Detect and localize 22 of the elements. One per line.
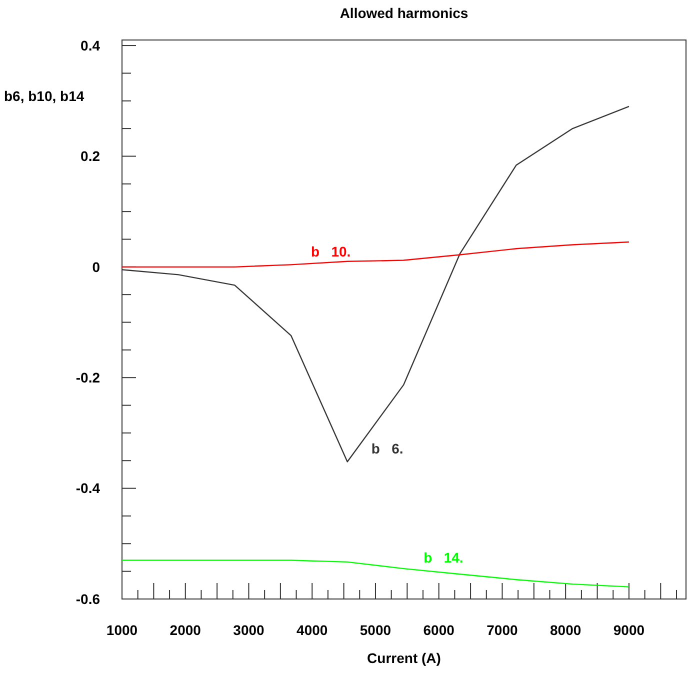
x-tick-label: 1000 xyxy=(106,622,138,638)
series-label: b 6. xyxy=(371,440,404,457)
y-tick-label: 0 xyxy=(92,258,100,275)
y-tick-label: -0.4 xyxy=(76,480,100,496)
x-tick-label: 7000 xyxy=(486,622,518,638)
y-tick-label: -0.2 xyxy=(76,370,100,386)
y-tick-label: -0.6 xyxy=(76,590,100,607)
x-tick-label: 5000 xyxy=(360,622,392,638)
x-tick-label: 4000 xyxy=(296,622,328,638)
y-tick-label: 0.2 xyxy=(80,148,100,164)
x-tick-label: 9000 xyxy=(613,622,645,638)
y-tick-label: 0.4 xyxy=(80,37,100,54)
x-axis-title: Current (A) xyxy=(367,650,441,666)
x-tick-label: 6000 xyxy=(423,622,455,638)
chart-title: Allowed harmonics xyxy=(340,5,468,21)
line-series xyxy=(121,241,630,268)
x-tick-label: 8000 xyxy=(550,622,582,638)
series-label: b 10. xyxy=(311,244,351,260)
y-axis-title: b6, b10, b14 xyxy=(4,88,84,104)
x-tick-label: 2000 xyxy=(170,622,202,638)
x-tick-label: 3000 xyxy=(233,622,265,638)
series-label: b 14. xyxy=(424,550,464,566)
